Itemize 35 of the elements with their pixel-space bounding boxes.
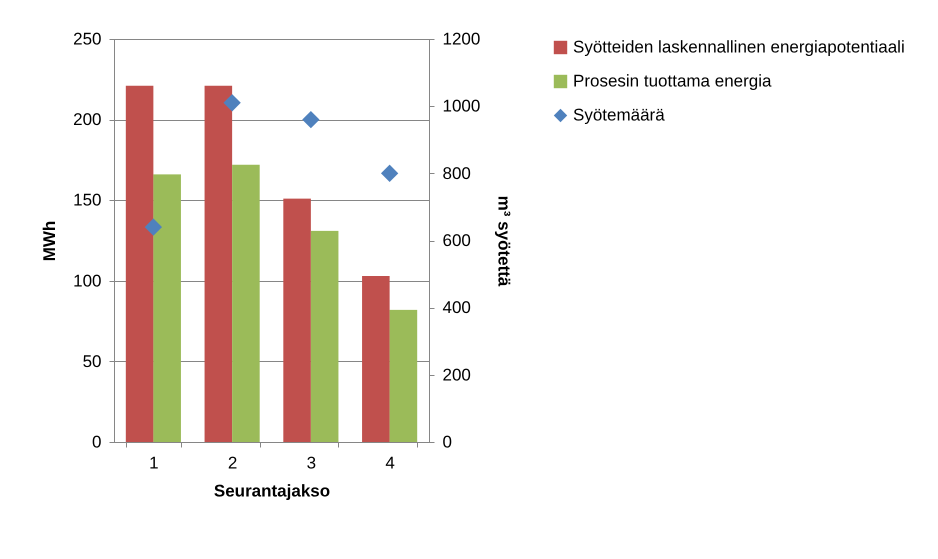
y-tick-label: 250 <box>73 30 102 48</box>
bar <box>126 86 154 442</box>
x-tick-label: 4 <box>385 454 395 472</box>
y-tick-label: 150 <box>73 190 102 210</box>
legend-label: Prosesin tuottama energia <box>573 72 772 90</box>
y-tick-label: 50 <box>82 352 102 371</box>
y-axis-title: MWh <box>40 220 60 262</box>
legend-label: Syötemäärä <box>573 106 666 124</box>
y2-axis-title: m³ syötettä <box>494 196 514 287</box>
y-tick-label: 0 <box>92 432 102 452</box>
point <box>302 110 320 128</box>
bar <box>362 276 390 442</box>
bar <box>153 174 181 442</box>
point <box>380 164 398 182</box>
y2-tick-label: 1200 <box>442 30 480 48</box>
y2-tick-label: 0 <box>442 432 452 452</box>
y2-tick-label: 1000 <box>442 96 480 116</box>
bar <box>232 164 260 442</box>
bar <box>283 198 311 442</box>
x-tick-label: 1 <box>149 454 159 472</box>
bar <box>390 310 418 442</box>
y2-tick-label: 200 <box>442 365 471 384</box>
x-tick-label: 3 <box>306 454 316 472</box>
bar <box>204 86 232 442</box>
bar <box>310 230 338 442</box>
x-axis-title: Seurantajakso <box>214 482 330 500</box>
y-tick-label: 100 <box>73 271 102 290</box>
y2-tick-label: 600 <box>442 231 471 250</box>
y-tick-label: 200 <box>73 110 102 130</box>
point <box>144 218 162 236</box>
point <box>223 94 241 112</box>
y2-tick-label: 800 <box>442 164 471 183</box>
y2-tick-label: 400 <box>442 298 471 318</box>
legend-label: Syötteiden laskennallinen energiapotentiaali <box>573 38 905 56</box>
x-tick-label: 2 <box>228 454 238 472</box>
